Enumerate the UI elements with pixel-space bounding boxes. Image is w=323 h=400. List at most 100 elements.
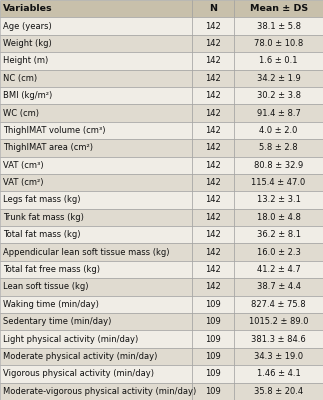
Text: 827.4 ± 75.8: 827.4 ± 75.8 xyxy=(251,300,306,309)
Bar xyxy=(192,383,234,400)
Text: 142: 142 xyxy=(205,56,221,65)
Bar xyxy=(192,156,234,174)
Text: 78.0 ± 10.8: 78.0 ± 10.8 xyxy=(254,39,303,48)
Bar xyxy=(192,209,234,226)
Text: 1015.2 ± 89.0: 1015.2 ± 89.0 xyxy=(249,317,308,326)
Text: 142: 142 xyxy=(205,143,221,152)
Bar xyxy=(192,122,234,139)
Bar xyxy=(234,383,323,400)
Bar xyxy=(0,156,192,174)
Text: 109: 109 xyxy=(205,300,221,309)
Text: 16.0 ± 2.3: 16.0 ± 2.3 xyxy=(257,248,300,257)
Bar xyxy=(234,348,323,365)
Bar xyxy=(234,0,323,17)
Bar xyxy=(192,70,234,87)
Text: 142: 142 xyxy=(205,248,221,257)
Text: 18.0 ± 4.8: 18.0 ± 4.8 xyxy=(257,213,300,222)
Text: 142: 142 xyxy=(205,91,221,100)
Bar xyxy=(0,278,192,296)
Bar xyxy=(0,122,192,139)
Bar xyxy=(192,139,234,156)
Text: Variables: Variables xyxy=(3,4,53,13)
Bar xyxy=(192,35,234,52)
Text: Waking time (min/day): Waking time (min/day) xyxy=(3,300,99,309)
Text: 142: 142 xyxy=(205,39,221,48)
Text: 38.7 ± 4.4: 38.7 ± 4.4 xyxy=(256,282,301,292)
Text: 91.4 ± 8.7: 91.4 ± 8.7 xyxy=(257,108,300,118)
Bar xyxy=(0,313,192,330)
Text: 109: 109 xyxy=(205,352,221,361)
Text: 142: 142 xyxy=(205,196,221,204)
Bar xyxy=(0,365,192,383)
Bar xyxy=(0,139,192,156)
Text: 142: 142 xyxy=(205,213,221,222)
Bar xyxy=(234,244,323,261)
Text: 4.0 ± 2.0: 4.0 ± 2.0 xyxy=(259,126,298,135)
Text: Legs fat mass (kg): Legs fat mass (kg) xyxy=(3,196,81,204)
Text: 1.46 ± 4.1: 1.46 ± 4.1 xyxy=(257,370,300,378)
Bar xyxy=(234,226,323,244)
Text: Appendicular lean soft tissue mass (kg): Appendicular lean soft tissue mass (kg) xyxy=(3,248,170,257)
Bar xyxy=(234,52,323,70)
Text: Light physical activity (min/day): Light physical activity (min/day) xyxy=(3,335,139,344)
Bar xyxy=(192,104,234,122)
Text: Weight (kg): Weight (kg) xyxy=(3,39,52,48)
Bar xyxy=(234,313,323,330)
Bar xyxy=(234,17,323,35)
Bar xyxy=(0,0,192,17)
Bar xyxy=(234,296,323,313)
Bar xyxy=(0,209,192,226)
Bar xyxy=(0,87,192,104)
Text: Total fat mass (kg): Total fat mass (kg) xyxy=(3,230,81,239)
Text: 35.8 ± 20.4: 35.8 ± 20.4 xyxy=(254,387,303,396)
Bar xyxy=(234,209,323,226)
Text: 115.4 ± 47.0: 115.4 ± 47.0 xyxy=(252,178,306,187)
Text: 30.2 ± 3.8: 30.2 ± 3.8 xyxy=(256,91,301,100)
Bar xyxy=(0,330,192,348)
Bar xyxy=(192,226,234,244)
Text: Total fat free mass (kg): Total fat free mass (kg) xyxy=(3,265,100,274)
Bar xyxy=(192,330,234,348)
Text: 5.8 ± 2.8: 5.8 ± 2.8 xyxy=(259,143,298,152)
Text: 142: 142 xyxy=(205,108,221,118)
Bar xyxy=(0,296,192,313)
Text: NC (cm): NC (cm) xyxy=(3,74,37,83)
Text: 109: 109 xyxy=(205,317,221,326)
Text: 142: 142 xyxy=(205,22,221,30)
Text: 34.3 ± 19.0: 34.3 ± 19.0 xyxy=(254,352,303,361)
Bar xyxy=(0,174,192,191)
Text: Moderate physical activity (min/day): Moderate physical activity (min/day) xyxy=(3,352,158,361)
Bar xyxy=(192,0,234,17)
Text: 41.2 ± 4.7: 41.2 ± 4.7 xyxy=(257,265,300,274)
Text: Lean soft tissue (kg): Lean soft tissue (kg) xyxy=(3,282,89,292)
Bar xyxy=(0,191,192,209)
Bar xyxy=(234,35,323,52)
Bar xyxy=(0,226,192,244)
Text: WC (cm): WC (cm) xyxy=(3,108,39,118)
Text: Vigorous physical activity (min/day): Vigorous physical activity (min/day) xyxy=(3,370,154,378)
Bar xyxy=(192,174,234,191)
Text: 142: 142 xyxy=(205,265,221,274)
Text: Sedentary time (min/day): Sedentary time (min/day) xyxy=(3,317,112,326)
Bar xyxy=(192,313,234,330)
Bar xyxy=(192,365,234,383)
Bar xyxy=(234,330,323,348)
Bar xyxy=(234,191,323,209)
Bar xyxy=(0,70,192,87)
Bar xyxy=(192,348,234,365)
Bar xyxy=(234,174,323,191)
Bar xyxy=(234,156,323,174)
Text: Height (m): Height (m) xyxy=(3,56,48,65)
Bar xyxy=(192,191,234,209)
Text: ThighIMAT volume (cm³): ThighIMAT volume (cm³) xyxy=(3,126,106,135)
Text: 34.2 ± 1.9: 34.2 ± 1.9 xyxy=(257,74,300,83)
Bar xyxy=(234,365,323,383)
Bar xyxy=(0,17,192,35)
Text: Trunk fat mass (kg): Trunk fat mass (kg) xyxy=(3,213,84,222)
Text: 109: 109 xyxy=(205,387,221,396)
Text: 109: 109 xyxy=(205,335,221,344)
Bar xyxy=(0,348,192,365)
Bar xyxy=(234,87,323,104)
Text: 142: 142 xyxy=(205,161,221,170)
Bar xyxy=(192,52,234,70)
